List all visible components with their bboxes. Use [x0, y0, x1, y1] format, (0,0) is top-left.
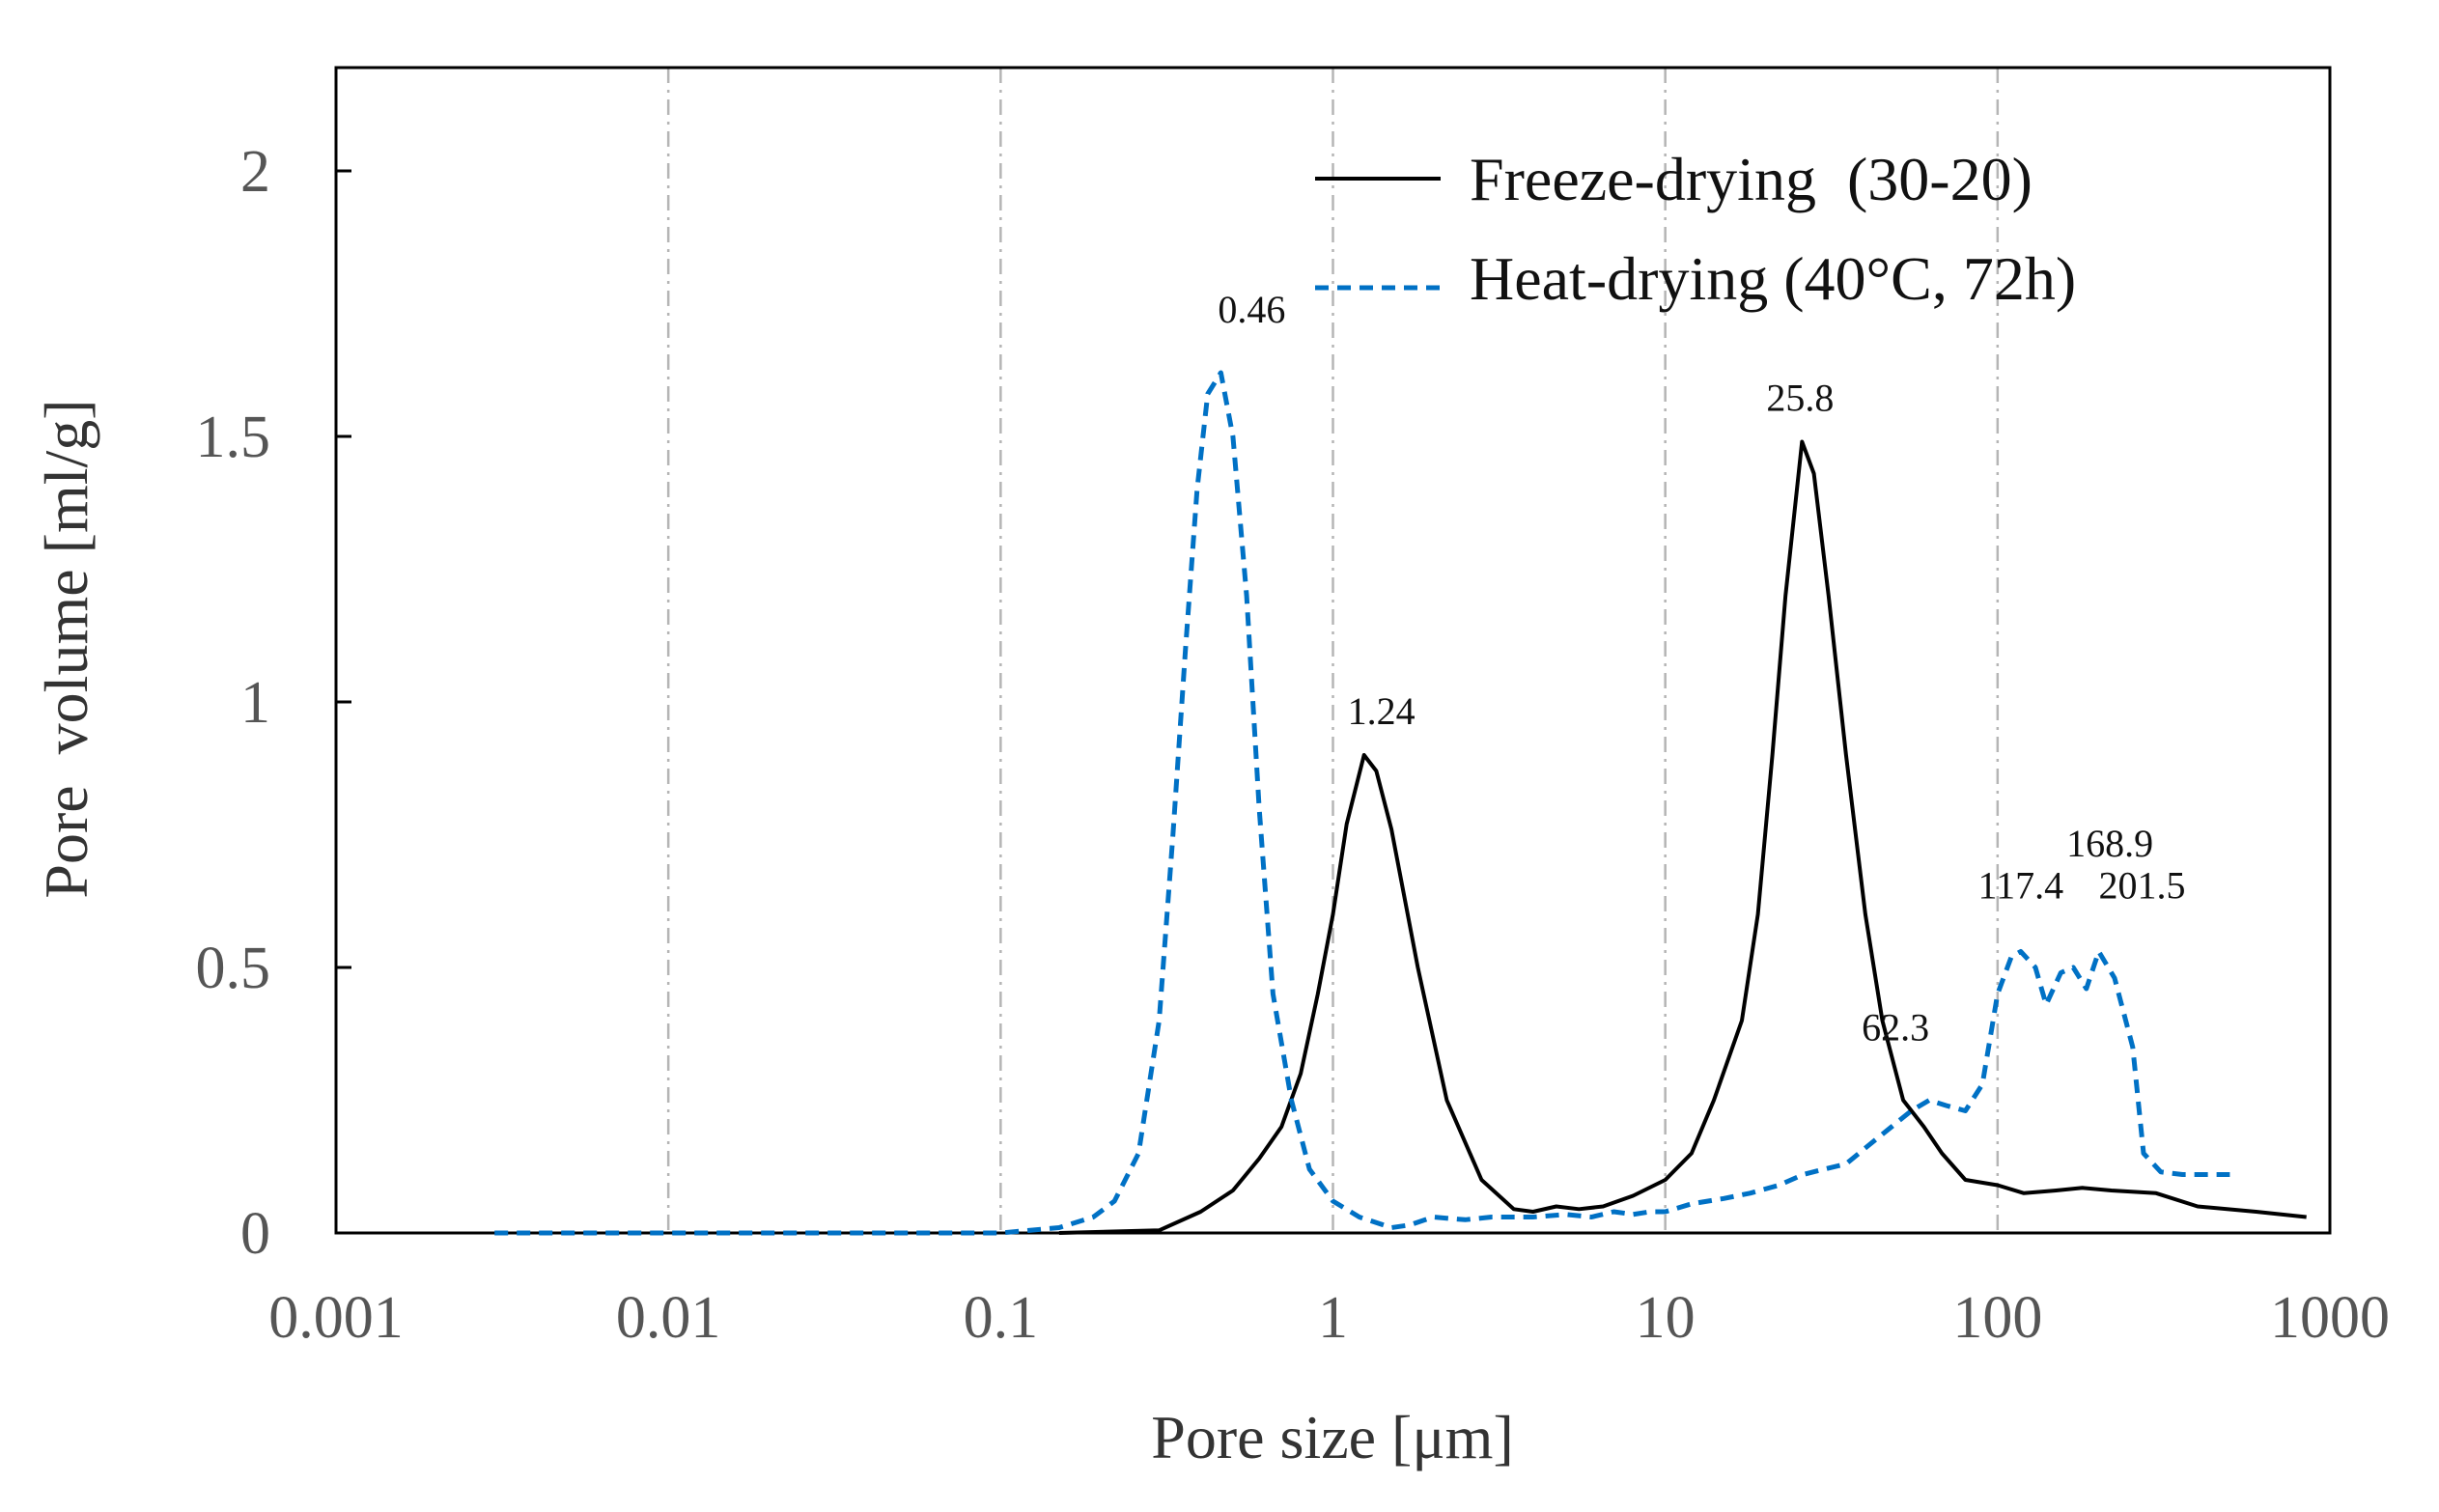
x-tick-label: 1000 — [2270, 1285, 2390, 1351]
legend-label-heat-drying: Heat-drying (40°C, 72h) — [1470, 244, 2076, 313]
peak-label: 1.24 — [1348, 689, 1416, 733]
y-axis-title: Pore volume [ml/g] — [32, 399, 100, 898]
peak-label: 168.9 — [2066, 822, 2153, 865]
x-axis-tick-labels: 0.001 0.01 0.1 1 10 100 1000 — [268, 1285, 2390, 1351]
x-tick-label: 100 — [1952, 1285, 2042, 1351]
series-lines — [494, 370, 2307, 1236]
series-line-freeze-drying — [1058, 439, 2307, 1235]
x-tick-label: 0.001 — [268, 1285, 404, 1351]
y-axis-tick-labels: 0 0.5 1 1.5 2 — [196, 139, 351, 1267]
x-axis-title: Pore size [μm] — [1151, 1403, 1514, 1471]
y-tick-label: 1 — [240, 670, 270, 736]
x-tick-label: 10 — [1636, 1285, 1696, 1351]
peak-label: 201.5 — [2099, 864, 2186, 908]
series-line-heat-drying — [494, 370, 2230, 1236]
x-tick-label: 1 — [1318, 1285, 1348, 1351]
peak-label: 0.46 — [1218, 288, 1285, 331]
peak-label: 117.4 — [1978, 864, 2064, 908]
legend-label-freeze-drying: Freeze-drying (30-20) — [1470, 145, 2032, 213]
peak-label: 25.8 — [1766, 377, 1834, 420]
vertical-grid-lines — [666, 68, 2000, 1233]
legend: Freeze-drying (30-20) Heat-drying (40°C,… — [1315, 145, 2076, 313]
x-tick-label: 0.01 — [616, 1285, 721, 1351]
y-tick-label: 0 — [240, 1201, 270, 1267]
y-tick-label: 0.5 — [196, 936, 271, 1001]
x-tick-label: 0.1 — [964, 1285, 1039, 1351]
y-tick-label: 1.5 — [196, 405, 271, 470]
y-tick-label: 2 — [240, 139, 270, 205]
plot-area-frame — [334, 66, 2332, 1235]
peak-label: 62.3 — [1862, 1006, 1929, 1050]
